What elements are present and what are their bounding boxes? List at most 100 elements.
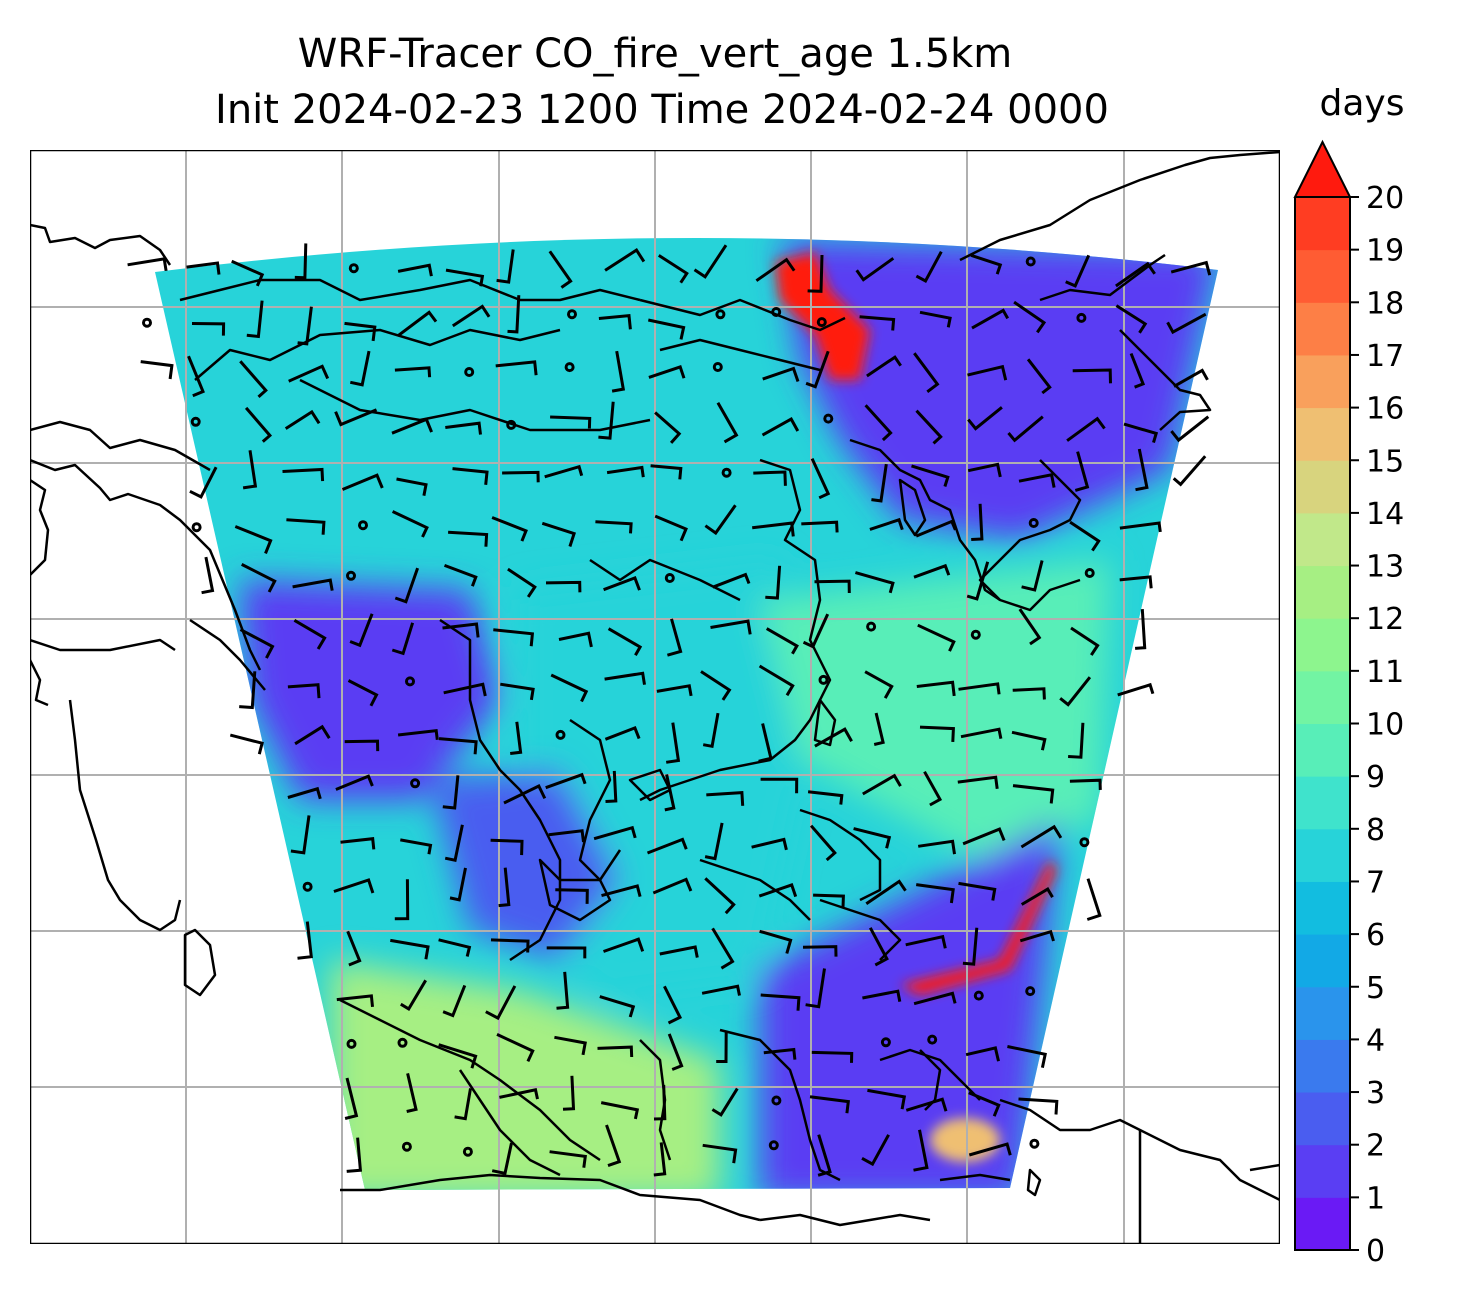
wind-barb: [287, 683, 321, 699]
wind-barb: [347, 679, 379, 707]
calm-marker: [970, 629, 981, 640]
colorbar-segment: [1295, 776, 1350, 830]
calm-marker: [190, 416, 201, 427]
wind-barb: [229, 733, 264, 755]
wind-barb: [751, 837, 788, 851]
wind-barb: [693, 244, 728, 279]
wind-barb: [294, 243, 308, 280]
colorbar-tick-label: 10: [1366, 708, 1404, 743]
wind-barb: [866, 355, 902, 378]
wind-barb: [454, 1088, 472, 1121]
wind-barb: [656, 684, 693, 697]
calm-marker: [346, 1038, 357, 1049]
wind-barb: [344, 739, 380, 752]
wind-barb: [905, 1097, 948, 1112]
colorbar-tick-label: 2: [1366, 1129, 1385, 1164]
wind-barb: [396, 477, 428, 496]
wind-barb: [550, 673, 589, 703]
wind-barb: [186, 261, 221, 275]
wind-barb: [189, 466, 218, 499]
wind-barb: [753, 470, 787, 486]
calm-marker: [302, 881, 313, 892]
calm-marker: [715, 309, 726, 320]
colorbar-tick-label: 19: [1366, 234, 1404, 269]
wind-barb: [867, 1088, 907, 1110]
wind-barb: [665, 722, 681, 764]
wind-barb: [442, 622, 480, 638]
calm-marker: [771, 307, 782, 317]
wind-barb: [1066, 416, 1106, 442]
wind-barb: [545, 772, 587, 790]
wind-barb: [443, 682, 487, 697]
wind-barb: [809, 824, 837, 862]
chart-title-line1: WRF-Tracer CO_fire_vert_age 1.5km: [298, 31, 1013, 77]
wind-barb: [805, 968, 826, 1009]
wind-barb: [510, 721, 523, 755]
wind-barb: [495, 360, 538, 376]
calm-marker: [1025, 986, 1036, 997]
calm-marker: [397, 1037, 408, 1048]
wind-barb: [443, 563, 478, 587]
colorbar-segment: [1295, 354, 1350, 409]
calm-marker: [405, 676, 415, 687]
wind-barb: [1170, 260, 1212, 276]
wind-barb: [438, 938, 472, 957]
wind-barb: [704, 822, 724, 861]
wind-barb: [1072, 368, 1112, 384]
wind-barb: [394, 366, 432, 378]
wind-barb: [1018, 473, 1056, 488]
wind-barb: [805, 350, 830, 389]
calm-marker: [410, 778, 421, 789]
wind-barb: [349, 350, 371, 387]
colorbar-tick-label: 12: [1366, 602, 1404, 637]
wind-barb: [654, 411, 682, 444]
wind-barb: [862, 989, 902, 1002]
wind-barb: [761, 417, 800, 437]
calm-marker: [1028, 518, 1039, 528]
wind-barb: [290, 815, 311, 855]
wind-barb: [503, 783, 547, 805]
wind-barb: [452, 467, 489, 485]
region-indochina-low-age: [430, 770, 620, 960]
colorbar-segment: [1295, 986, 1350, 1040]
wind-barb: [810, 457, 831, 500]
wind-barb: [234, 525, 273, 554]
wind-barb: [344, 321, 377, 342]
calm-marker: [712, 362, 723, 372]
wind-barb: [762, 366, 800, 382]
wind-barb: [647, 318, 686, 340]
wind-barb: [600, 1101, 640, 1120]
colorbar-segment: [1295, 1144, 1350, 1198]
wind-barb: [967, 364, 1008, 381]
wind-barbs: [127, 243, 1212, 1177]
wind-barb: [915, 519, 957, 538]
wind-barb: [335, 774, 374, 791]
wind-barb: [917, 623, 956, 652]
wind-barb: [444, 824, 464, 862]
wind-barb: [239, 671, 257, 710]
colorbar-tick-label: 15: [1366, 444, 1404, 479]
wind-barb: [913, 1129, 929, 1172]
wind-barb: [716, 1030, 728, 1063]
wind-barb: [765, 565, 782, 600]
wind-barb: [500, 682, 535, 701]
wind-barb: [855, 257, 895, 282]
wind-barb: [712, 572, 751, 589]
wind-barb: [550, 415, 592, 429]
region-southeast-patch: [930, 1118, 1000, 1162]
calm-marker: [555, 729, 566, 740]
wind-barb: [1173, 368, 1209, 388]
wind-barb: [187, 355, 205, 398]
wind-barb: [548, 250, 573, 289]
wind-barb: [604, 248, 646, 272]
wind-barb: [442, 984, 467, 1018]
wind-barb: [1007, 415, 1044, 443]
wind-barb: [496, 249, 515, 284]
calm-marker: [927, 1034, 938, 1045]
wind-barb: [394, 567, 420, 604]
wind-barb: [864, 404, 893, 442]
wind-barb: [341, 473, 384, 491]
colorbar-segment: [1295, 302, 1350, 356]
wind-barb: [917, 839, 956, 855]
